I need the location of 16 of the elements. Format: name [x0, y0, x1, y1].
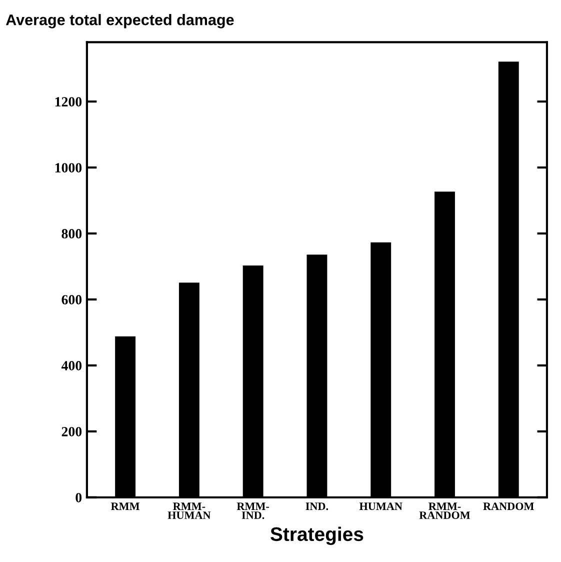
x-tick-label: HUMAN	[359, 502, 402, 510]
x-tick-label: RMM- IND.	[236, 502, 270, 520]
chart-title: Average total expected damage	[6, 14, 234, 28]
y-tick-label: 1000	[55, 163, 82, 172]
y-tick-label: 1200	[55, 97, 82, 106]
y-tick-label: 600	[62, 295, 82, 304]
x-tick-label: IND.	[306, 502, 328, 510]
x-tick-label: RANDOM	[483, 502, 534, 510]
y-tick-label: 0	[76, 492, 82, 502]
x-tick-label: RMM	[110, 502, 140, 510]
x-tick-label: RMM- HUMAN	[168, 502, 211, 519]
y-tick-label: 200	[62, 426, 82, 436]
y-tick-label: 800	[62, 229, 82, 238]
x-axis-title: Strategies	[270, 526, 364, 545]
x-tick-label: RMM- RANDOM	[419, 502, 470, 519]
y-tick-label: 400	[61, 361, 82, 370]
